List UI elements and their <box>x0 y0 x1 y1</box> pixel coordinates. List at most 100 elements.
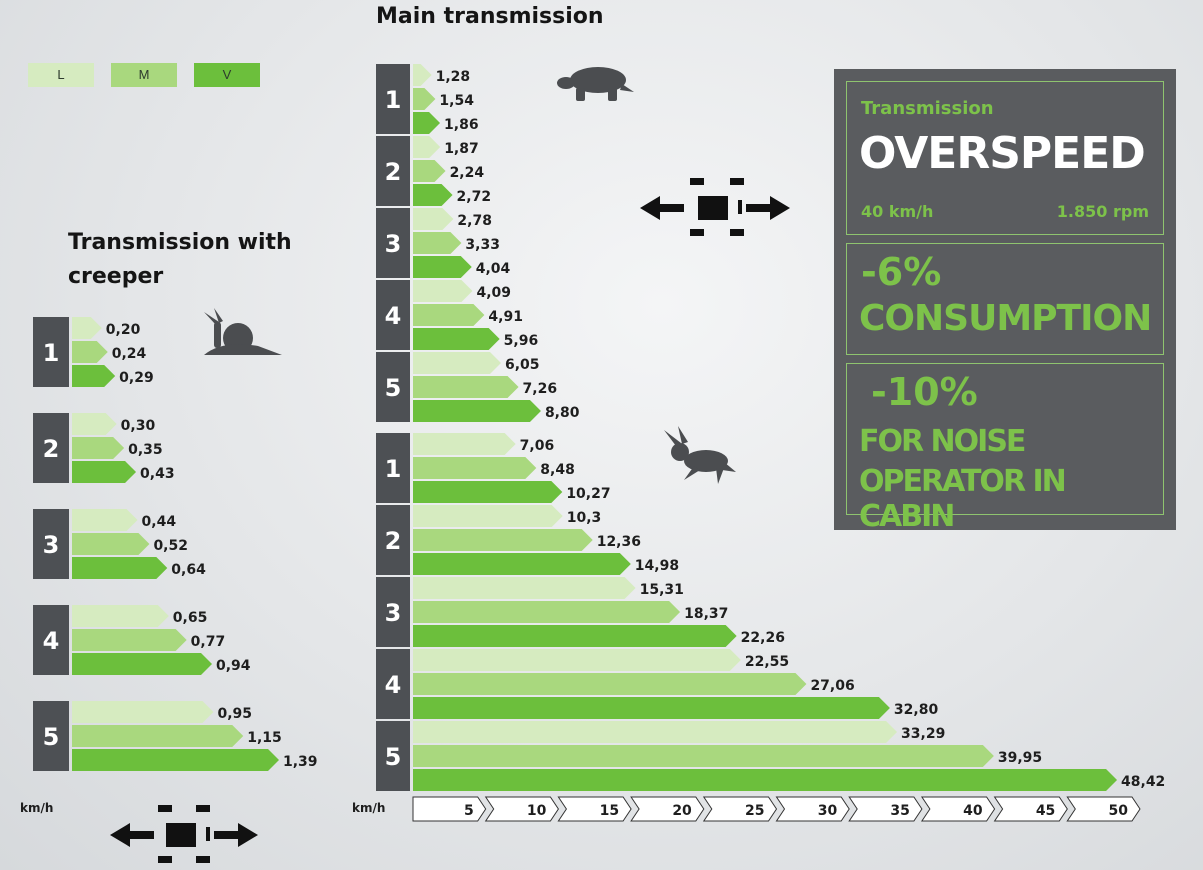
main-low-value-label-5-l: 6,05 <box>505 357 540 373</box>
main-high-bar-3-l <box>413 577 636 599</box>
main-low-bar-5-l <box>413 352 501 374</box>
main-high-gear-label-2: 2 <box>385 527 402 555</box>
creeper-unit-label: km/h <box>20 801 54 815</box>
main-low-bar-2-v <box>413 184 453 206</box>
main-high-bar-1-l <box>413 433 516 455</box>
creeper-value-label-2-l: 0,30 <box>121 418 156 434</box>
main-low-bar-2-l <box>413 136 441 158</box>
main-low-value-label-3-v: 4,04 <box>476 261 511 277</box>
main-low-bar-1-v <box>413 112 441 134</box>
main-high-gear-block-4 <box>376 649 410 719</box>
x-axis-tick-40: 40 <box>963 803 983 819</box>
creeper-gear-block-1 <box>33 317 69 387</box>
main-transmission-title: Main transmission <box>376 4 604 29</box>
creeper-value-label-5-v: 1,39 <box>283 754 318 770</box>
creeper-bar-4-l <box>72 605 169 627</box>
noise-label-1: FOR NOISE <box>859 424 1026 459</box>
creeper-bar-1-v <box>72 365 116 387</box>
main-low-value-label-2-l: 1,87 <box>444 141 479 157</box>
forward-reverse-icon <box>640 178 790 236</box>
overspeed-headline: OVERSPEED <box>859 128 1146 179</box>
creeper-value-label-4-m: 0,77 <box>191 634 226 650</box>
x-axis-segment-45 <box>993 796 1068 822</box>
main-low-value-label-4-v: 5,96 <box>504 333 539 349</box>
main-high-bar-3-v <box>413 625 737 647</box>
main-high-value-label-4-v: 32,80 <box>894 702 939 718</box>
main-low-gear-label-4: 4 <box>385 302 402 330</box>
main-high-gear-label-5: 5 <box>385 743 402 771</box>
creeper-value-label-4-v: 0,94 <box>216 658 251 674</box>
x-axis-tick-25: 25 <box>745 803 764 819</box>
main-low-bar-3-v <box>413 256 472 278</box>
info-rpm: 1.850 rpm <box>1056 202 1149 221</box>
creeper-bar-1-l <box>72 317 102 339</box>
main-high-gear-block-5 <box>376 721 410 791</box>
main-low-gear-block-3 <box>376 208 410 278</box>
main-low-bar-1-l <box>413 64 432 86</box>
x-axis-tick-5: 5 <box>464 803 474 819</box>
turtle-icon <box>557 67 634 101</box>
creeper-gear-label-4: 4 <box>43 627 60 655</box>
creeper-value-label-3-m: 0,52 <box>153 538 188 554</box>
noise-section: -10% FOR NOISE OPERATOR IN CABIN <box>846 363 1164 534</box>
x-axis-tick-10: 10 <box>527 803 547 819</box>
main-high-gear-block-2 <box>376 505 410 575</box>
main-high-bar-5-v <box>413 769 1118 791</box>
x-axis-segment-5 <box>412 796 487 822</box>
main-high-gear-label-3: 3 <box>385 599 402 627</box>
main-low-bar-3-m <box>413 232 462 254</box>
main-transmission-x-axis: 5 10 15 20 25 30 35 40 45 50 <box>412 796 1141 822</box>
creeper-value-label-5-l: 0,95 <box>217 706 252 722</box>
creeper-bar-2-m <box>72 437 125 459</box>
main-low-value-label-1-m: 1,54 <box>439 93 474 109</box>
info-subtitle: Transmission <box>861 98 994 119</box>
main-low-value-label-1-v: 1,86 <box>444 117 479 133</box>
overspeed-section: Transmission OVERSPEED 40 km/h 1.850 rpm <box>846 81 1164 235</box>
creeper-bar-3-m <box>72 533 150 555</box>
main-high-gear-label-4: 4 <box>385 671 402 699</box>
main-low-value-label-4-m: 4,91 <box>488 309 523 325</box>
main-low-value-label-5-m: 7,26 <box>523 381 558 397</box>
creeper-bar-1-m <box>72 341 108 363</box>
main-high-bar-4-m <box>413 673 807 695</box>
creeper-bar-5-l <box>72 701 214 723</box>
creeper-bar-3-v <box>72 557 168 579</box>
main-low-gear-block-2 <box>376 136 410 206</box>
overspeed-info-panel: Transmission OVERSPEED 40 km/h 1.850 rpm… <box>834 69 1176 534</box>
main-low-value-label-2-v: 2,72 <box>457 189 492 205</box>
creeper-value-label-2-v: 0,43 <box>140 466 175 482</box>
creeper-transmission-title: Transmission with creeper <box>68 230 292 289</box>
main-low-bar-3-l <box>413 208 454 230</box>
main-transmission-bars: 1 1,28 1,54 1,86 2 1,87 2,24 2,72 3 2,78 3,33 4,04 4… <box>376 64 1165 791</box>
main-high-value-label-3-m: 18,37 <box>684 606 728 622</box>
creeper-value-label-3-l: 0,44 <box>142 514 177 530</box>
main-low-bar-4-l <box>413 280 473 302</box>
creeper-transmission-bars: 1 0,20 0,24 0,29 2 0,30 0,35 0,43 3 0,44 0,52 0,64 4… <box>33 317 318 771</box>
main-low-gear-block-1 <box>376 64 410 134</box>
legend-label-m: M <box>138 67 150 82</box>
x-axis-tick-20: 20 <box>672 803 692 819</box>
legend-item-m: M <box>111 63 177 87</box>
creeper-value-label-2-m: 0,35 <box>128 442 163 458</box>
main-high-bar-2-m <box>413 529 593 551</box>
main-high-gear-block-1 <box>376 433 410 503</box>
x-axis-tick-15: 15 <box>600 803 619 819</box>
x-axis-segment-20 <box>630 796 705 822</box>
x-axis-segment-40 <box>920 796 996 822</box>
main-low-bar-4-v <box>413 328 500 350</box>
x-axis-segment-35 <box>848 796 923 822</box>
main-high-value-label-5-m: 39,95 <box>998 750 1042 766</box>
snail-icon <box>204 308 282 355</box>
main-low-gear-label-2: 2 <box>385 158 402 186</box>
main-high-value-label-1-v: 10,27 <box>566 486 610 502</box>
legend-label-l: L <box>57 67 65 82</box>
x-axis-tick-30: 30 <box>818 803 838 819</box>
main-low-value-label-3-l: 2,78 <box>457 213 492 229</box>
main-high-value-label-3-l: 15,31 <box>640 582 684 598</box>
creeper-value-label-5-m: 1,15 <box>247 730 282 746</box>
main-low-gear-label-5: 5 <box>385 374 402 402</box>
x-axis-segment-25 <box>702 796 778 822</box>
noise-label-2: OPERATOR IN CABIN <box>859 464 1067 534</box>
creeper-bar-3-l <box>72 509 138 531</box>
main-high-value-label-3-v: 22,26 <box>741 630 785 646</box>
